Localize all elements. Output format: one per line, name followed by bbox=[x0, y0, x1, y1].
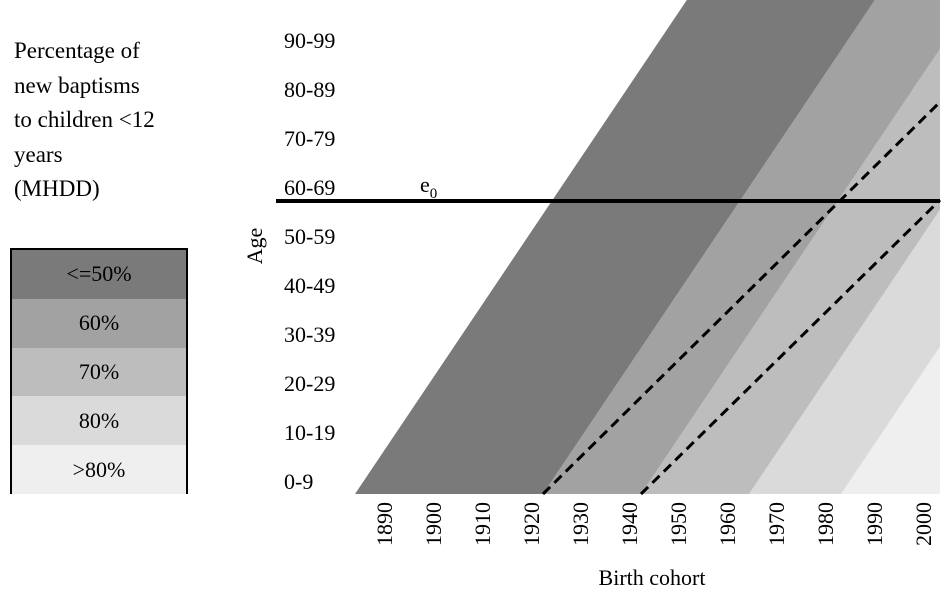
e0-label-subscript: 0 bbox=[430, 186, 438, 202]
legend-item-60: 60% bbox=[12, 298, 186, 348]
x-tick-label: 1890 bbox=[372, 502, 397, 546]
x-tick-label: 1980 bbox=[813, 502, 838, 546]
legend-item-50: <=50% bbox=[12, 250, 186, 299]
legend-item-over-80: >80% bbox=[12, 445, 186, 494]
x-tick-label: 1950 bbox=[666, 502, 691, 546]
legend-title-line: to children <12 bbox=[14, 107, 155, 132]
y-tick-label: 10-19 bbox=[284, 420, 335, 445]
legend-title-line: new baptisms bbox=[14, 72, 140, 98]
x-tick-label: 1920 bbox=[519, 502, 544, 546]
legend-item-80: 80% bbox=[12, 396, 186, 446]
y-tick-label: 0-9 bbox=[284, 469, 313, 494]
x-tick-label: 1960 bbox=[715, 502, 740, 546]
y-axis-label: Age bbox=[242, 228, 267, 265]
e0-label: e0 bbox=[420, 172, 437, 202]
y-tick-label: 20-29 bbox=[284, 371, 335, 396]
dashed-boundary-1940s bbox=[639, 198, 942, 496]
legend-title-line: Percentage of bbox=[14, 38, 140, 63]
x-tick-label: 1910 bbox=[470, 502, 495, 546]
legend-box: <=50% 60% 70% 80% >80% bbox=[10, 248, 188, 494]
y-tick-label: 90-99 bbox=[284, 28, 335, 53]
y-tick-label: 40-49 bbox=[284, 273, 335, 298]
band-60 bbox=[543, 0, 940, 494]
x-tick-label: 1970 bbox=[764, 502, 789, 546]
y-tick-label: 80-89 bbox=[284, 77, 335, 102]
band-50 bbox=[355, 0, 875, 494]
legend-item-70: 70% bbox=[12, 347, 186, 397]
x-tick-label: 2000 bbox=[911, 502, 936, 546]
x-axis-tick-labels: 1890 1900 1910 1920 1930 1940 1950 1960 … bbox=[372, 502, 936, 546]
y-tick-label: 50-59 bbox=[284, 224, 335, 249]
y-tick-label: 30-39 bbox=[284, 322, 335, 347]
y-tick-label: 70-79 bbox=[284, 126, 335, 151]
x-tick-label: 1930 bbox=[568, 502, 593, 546]
dashed-boundary-1920s bbox=[541, 100, 942, 496]
x-tick-label: 1900 bbox=[421, 502, 446, 546]
legend-title-line: (MHDD) bbox=[14, 176, 100, 201]
x-axis-label: Birth cohort bbox=[599, 565, 706, 590]
x-tick-label: 1990 bbox=[862, 502, 887, 546]
y-axis-tick-labels: 90-99 80-89 70-79 60-69 50-59 40-49 30-3… bbox=[284, 28, 335, 494]
y-tick-label: 60-69 bbox=[284, 175, 335, 200]
legend-title-line: years bbox=[14, 141, 63, 167]
x-tick-label: 1940 bbox=[617, 502, 642, 546]
legend-title: Percentage of new baptisms to children <… bbox=[14, 34, 234, 207]
e0-label-base: e bbox=[420, 172, 430, 197]
cohort-bands bbox=[355, 0, 940, 494]
